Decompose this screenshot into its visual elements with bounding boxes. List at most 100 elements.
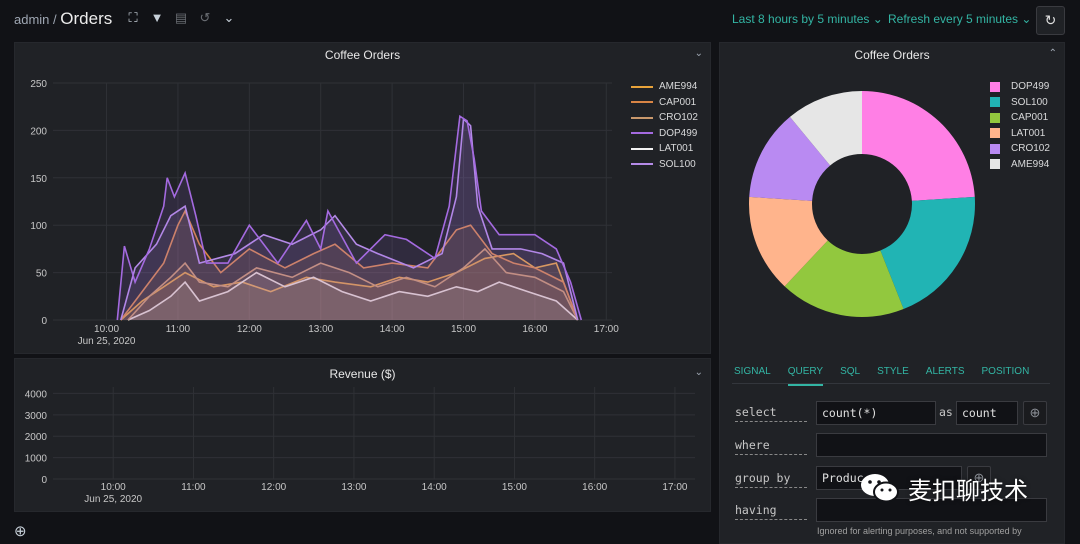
x-tick-label: 12:00 [237,324,262,335]
editor-tabs: SIGNAL QUERY SQL STYLE ALERTS POSITION [734,366,1046,386]
alias-input[interactable]: count [956,401,1018,425]
legend-label: DOP499 [659,127,698,139]
series-line-sol100 [120,117,579,321]
legend-label: LAT001 [1011,127,1046,139]
donut-slice-dop499 [862,91,975,201]
x-date-label: Jun 25, 2020 [84,494,142,505]
as-label: as [939,405,953,419]
add-select-button[interactable]: ⊕ [1023,401,1047,425]
refresh-icon: ↻ [1044,12,1057,28]
x-tick-label: 11:00 [181,482,206,493]
time-range-picker[interactable]: Last 8 hours by 5 minutes ⌄ [732,12,883,26]
legend-label: SOL100 [659,158,696,170]
legend-item-dop499[interactable]: DOP499 [631,126,698,142]
tab-sql[interactable]: SQL [840,366,861,377]
bar-chart: 0 1000 2000 3000 4000 10:00 11:00 12:00 13:00 14:… [25,387,695,505]
x-tick-label: 16:00 [522,324,547,335]
legend-label: CRO102 [659,112,698,124]
where-label: where [735,438,807,455]
legend-label: AME994 [1011,158,1050,170]
chat-bubbles-icon [861,474,899,503]
panel-title: Coffee Orders [854,48,930,62]
x-tick-label: 17:00 [662,482,687,493]
x-tick-label: 10:00 [94,324,119,335]
donut-chart-legend: DOP499 SOL100 CAP001 LAT001 CRO102 AME994 [990,79,1050,172]
refresh-interval-picker[interactable]: Refresh every 5 minutes ⌄ [888,12,1031,26]
series-area-ame994 [120,253,578,320]
legend-label: LAT001 [659,143,694,155]
tab-alerts[interactable]: ALERTS [925,366,965,377]
add-group-by-button[interactable]: ⊕ [967,466,991,490]
legend-label: CRO102 [1011,143,1050,155]
save-icon[interactable]: ▤ [174,10,188,25]
legend-item-sol100[interactable]: SOL100 [631,157,698,173]
legend-label: CAP001 [1011,112,1049,124]
legend-swatch [990,81,1000,92]
donut-slice-cap001 [784,240,904,317]
donut-chart [748,91,976,317]
tab-style[interactable]: STYLE [877,366,909,377]
panel-title: Coffee Orders [324,48,401,62]
legend-item-dop499[interactable]: DOP499 [990,79,1050,95]
chevron-down-icon[interactable]: ⌄ [223,10,235,25]
legend-item-cap001[interactable]: CAP001 [990,110,1050,126]
y-tick-label: 2000 [25,432,48,443]
x-tick-label: 12:00 [261,482,286,493]
select-input[interactable]: count(*) [816,401,936,425]
group-by-label: group by [735,471,807,488]
legend-item-sol100[interactable]: SOL100 [990,95,1050,111]
y-tick-label: 150 [30,174,47,185]
legend-swatch [631,163,653,166]
tab-signal[interactable]: SIGNAL [734,366,771,377]
panel-menu-chevron-icon[interactable]: ⌄ [694,367,703,378]
legend-item-cap001[interactable]: CAP001 [631,95,698,111]
having-input[interactable] [816,498,1047,522]
legend-item-cro102[interactable]: CRO102 [631,110,698,126]
breadcrumb-user[interactable]: admin [14,12,50,27]
series-line-lat001 [127,271,579,321]
refresh-interval-label: Refresh every 5 minutes [888,12,1019,26]
having-label: having [735,503,807,520]
tabs-divider [732,383,1050,384]
y-tick-label: 3000 [25,411,48,422]
panel-collapse-chevron-icon[interactable]: ⌃ [1048,48,1057,59]
series-area-lat001 [127,272,578,320]
legend-label: CAP001 [659,96,697,108]
x-tick-label: 15:00 [451,324,476,335]
series-line-cro102 [127,247,579,321]
x-tick-label: 14:00 [380,324,405,335]
refresh-button[interactable]: ↻ [1036,6,1065,35]
legend-swatch [990,97,1000,108]
legend-item-lat001[interactable]: LAT001 [631,141,698,157]
chevron-down-icon: ⌄ [872,12,883,26]
legend-item-lat001[interactable]: LAT001 [990,126,1050,142]
y-tick-label: 100 [30,221,47,232]
add-panel-icon[interactable]: ⊕ [14,523,27,540]
series-area-dop499 [117,116,582,320]
dashboard-toolbar: ⛶ ▼ ▤ ↺ ⌄ [126,10,236,26]
having-help-text: Ignored for alerting purposes, and not s… [817,526,1022,536]
y-tick-label: 50 [36,269,48,280]
legend-label: AME994 [659,81,698,93]
fullscreen-icon[interactable]: ⛶ [128,10,138,25]
watermark-text: 麦扣聊技术 [908,477,1028,505]
filter-icon[interactable]: ▼ [150,10,164,25]
coffee-orders-line-panel: Coffee Orders ⌄ 0 50 100 150 200 250 10:00 11:0… [14,42,711,354]
y-tick-label: 1000 [25,454,48,465]
undo-icon[interactable]: ↺ [199,10,211,25]
x-tick-label: 13:00 [341,482,366,493]
tab-position[interactable]: POSITION [981,366,1030,377]
legend-swatch [631,132,653,135]
legend-item-cro102[interactable]: CRO102 [990,141,1050,157]
y-tick-label: 0 [41,475,47,486]
panel-menu-chevron-icon[interactable]: ⌄ [694,48,703,59]
legend-item-ame994[interactable]: AME994 [990,157,1050,173]
legend-swatch [631,147,653,150]
breadcrumb-separator: / [53,12,57,27]
donut-slice-ame994 [789,91,862,166]
tab-query[interactable]: QUERY [787,366,824,386]
panel-title: Revenue ($) [329,367,396,381]
where-input[interactable] [816,433,1047,457]
series-line-dop499 [116,114,583,321]
legend-item-ame994[interactable]: AME994 [631,79,698,95]
